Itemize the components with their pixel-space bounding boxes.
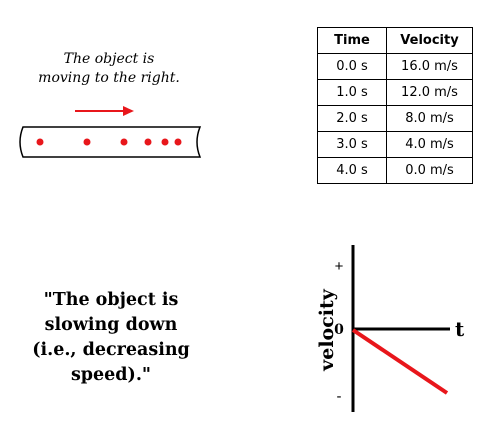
statement-line-1: "The object is xyxy=(43,290,179,310)
motion-caption: The object is moving to the right. xyxy=(20,50,198,88)
statement-line-3: (i.e., decreasing xyxy=(32,340,190,360)
header-time: Time xyxy=(317,27,387,54)
slowing-down-statement: "The object is slowing down (i.e., decre… xyxy=(14,288,208,388)
time-cell: 1.0 s xyxy=(317,79,387,106)
velocity-cell: 12.0 m/s xyxy=(386,79,473,106)
position-dot xyxy=(83,138,91,146)
time-cell: 3.0 s xyxy=(317,131,387,158)
statement-line-2: slowing down xyxy=(44,315,178,335)
position-dot xyxy=(144,138,152,146)
y-axis-label: velocity xyxy=(316,288,338,372)
header-velocity: Velocity xyxy=(386,27,473,54)
velocity-cell: 0.0 m/s xyxy=(386,157,473,184)
velocity-table: Time Velocity 0.0 s 16.0 m/s 1.0 s 12.0 … xyxy=(317,27,473,184)
velocity-cell: 4.0 m/s xyxy=(386,131,473,158)
table-row: 2.0 s 8.0 m/s xyxy=(317,105,473,132)
ticker-tape xyxy=(19,126,202,158)
minus-label: - xyxy=(337,388,342,405)
caption-line-1: The object is xyxy=(63,51,155,67)
velocity-cell: 8.0 m/s xyxy=(386,105,473,132)
table-row: 3.0 s 4.0 m/s xyxy=(317,131,473,158)
table-row: 1.0 s 12.0 m/s xyxy=(317,79,473,106)
caption-line-2: moving to the right. xyxy=(38,70,180,86)
velocity-line xyxy=(351,328,449,395)
velocity-cell: 16.0 m/s xyxy=(386,53,473,80)
x-axis-label: t xyxy=(455,317,465,341)
position-dot xyxy=(36,138,44,146)
zero-label: 0 xyxy=(334,322,344,338)
plus-label: + xyxy=(335,258,344,275)
position-dot xyxy=(120,138,128,146)
time-cell: 4.0 s xyxy=(317,157,387,184)
position-dot xyxy=(161,138,169,146)
position-dot xyxy=(174,138,182,146)
direction-arrow xyxy=(75,106,134,116)
table-row: 4.0 s 0.0 m/s xyxy=(317,157,473,184)
time-cell: 2.0 s xyxy=(317,105,387,132)
statement-line-4: speed)." xyxy=(70,365,152,385)
table-row: 0.0 s 16.0 m/s xyxy=(317,53,473,80)
